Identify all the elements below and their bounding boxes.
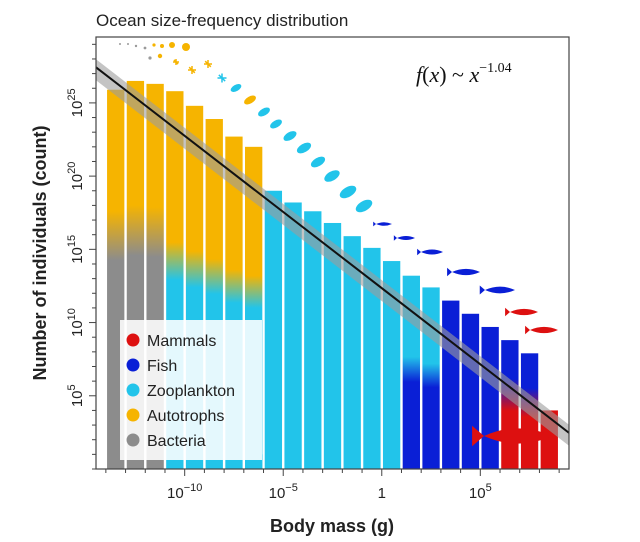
organism-icon	[479, 285, 515, 295]
bar-fish-bin-18	[442, 300, 460, 469]
x-tick-label: 10−10	[167, 482, 202, 502]
legend-label-zooplankton: Zooplankton	[147, 383, 235, 400]
organism-icon	[173, 59, 179, 65]
organism-icon	[134, 44, 138, 48]
organism-icon	[447, 267, 480, 277]
legend-label-autotrophs: Autotrophs	[147, 408, 224, 425]
organism-icon	[204, 60, 212, 68]
legend-label-bacteria: Bacteria	[147, 433, 206, 450]
organism-icon	[283, 131, 297, 141]
bar-zooplankton-bin-12	[323, 222, 342, 469]
x-tick-label: 1	[378, 485, 386, 502]
y-tick-label: 1020	[66, 162, 86, 191]
legend-marker-zooplankton	[126, 383, 140, 397]
organism-icon	[182, 43, 190, 51]
organism-icon	[373, 221, 392, 227]
organism-icon	[148, 56, 152, 60]
organism-icon	[393, 235, 415, 241]
organism-icon	[230, 84, 242, 92]
organism-icon	[296, 142, 312, 154]
legend: Mammals Fish Zooplankton Autotrophs Bacteria	[120, 320, 262, 460]
organism-icon	[355, 199, 373, 213]
organism-icon	[143, 46, 147, 50]
legend-marker-bacteria	[126, 433, 140, 447]
organism-icon	[270, 119, 282, 129]
organism-icon	[157, 53, 163, 59]
organism-icon	[472, 425, 552, 447]
x-tick-label: 105	[469, 482, 492, 502]
bar-zooplankton-bin-11	[304, 211, 322, 469]
organism-icon	[188, 66, 196, 74]
organism-icon	[127, 43, 129, 45]
organism-icon	[217, 73, 227, 83]
x-tick-label: 10−5	[269, 482, 298, 502]
bar-zooplankton-bin-13	[343, 236, 361, 469]
organism-icon	[152, 43, 156, 47]
y-tick-label: 1010	[66, 308, 86, 337]
y-tick-label: 105	[66, 384, 86, 407]
organism-icon	[310, 156, 326, 168]
organism-icon	[119, 43, 121, 45]
organism-icon	[339, 185, 357, 199]
fit-confidence-band	[96, 59, 569, 446]
x-axis-label: Body mass (g)	[270, 516, 394, 536]
y-tick-label: 1015	[66, 235, 86, 264]
legend-label-mammals: Mammals	[147, 333, 216, 350]
x-axis: 10−10 10−5 1 105	[105, 469, 560, 502]
bar-fish-bin-19	[461, 313, 480, 469]
organism-icon	[417, 248, 443, 256]
bar-fish-bin-20	[481, 326, 499, 469]
y-axis: 105 1010 1015 1020 1025	[66, 43, 96, 470]
fit-line	[96, 66, 569, 434]
organism-icon	[169, 42, 175, 48]
organism-icon	[258, 107, 270, 117]
plot-frame	[95, 36, 570, 470]
y-tick-label: 1025	[66, 88, 86, 117]
bar-zooplankton-bin-9	[264, 190, 283, 469]
bar-zooplankton-bin-14	[363, 247, 381, 469]
organism-icon	[244, 95, 256, 105]
organism-icon	[505, 307, 538, 317]
legend-box	[120, 320, 262, 460]
bar-zooplankton-bin-10	[284, 202, 302, 469]
fit-equation: f(x) ~ x−1.04	[416, 61, 512, 87]
legend-marker-fish	[126, 358, 140, 372]
organism-icon	[525, 325, 558, 335]
organism-icon	[160, 44, 164, 48]
organism-icon	[324, 170, 340, 182]
organism-silhouettes	[119, 42, 558, 447]
bar-zooplankton-bin-15	[382, 261, 401, 469]
y-axis-label: Number of individuals (count)	[30, 125, 50, 380]
legend-marker-mammals	[126, 333, 140, 347]
legend-label-fish: Fish	[147, 358, 177, 375]
chart-title: Ocean size-frequency distribution	[96, 11, 348, 30]
legend-marker-autotrophs	[126, 408, 140, 422]
